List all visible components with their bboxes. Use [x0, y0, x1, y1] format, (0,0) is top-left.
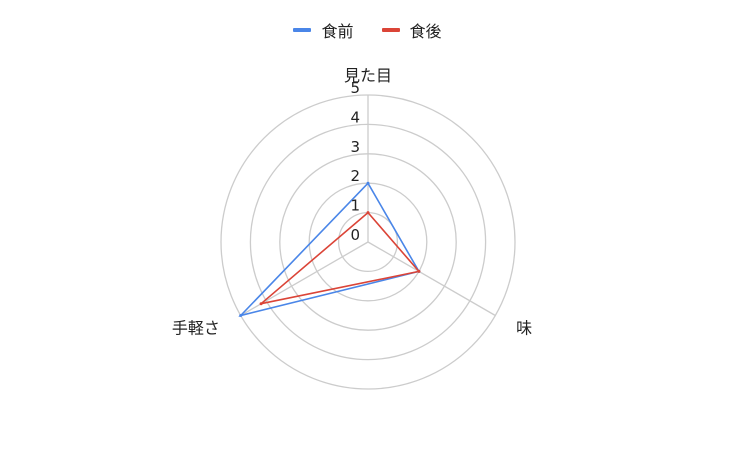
tick-label-2: 2: [350, 167, 360, 185]
series-polygon-1: [260, 211, 421, 305]
axis-label-1: 味: [516, 319, 532, 338]
legend: 食前 食後: [0, 18, 735, 42]
tick-label-3: 3: [350, 138, 360, 156]
series-0-point-2: [239, 314, 243, 317]
radar-series: [238, 181, 421, 317]
legend-item-series-0[interactable]: 食前: [293, 18, 354, 42]
axis-label-2: 手軽さ: [172, 319, 220, 338]
series-0-point-0: [366, 181, 370, 185]
legend-item-series-1[interactable]: 食後: [381, 18, 442, 42]
series-polygon-0: [238, 181, 421, 317]
legend-swatch-series-1: [381, 28, 400, 32]
tick-label-1: 1: [350, 197, 360, 215]
tick-label-4: 4: [350, 108, 360, 126]
axis-label-0: 見た目: [344, 66, 392, 85]
axis-spoke-1: [367, 241, 496, 317]
legend-label-series-1: 食後: [409, 22, 442, 41]
series-1-point-1: [417, 269, 421, 273]
series-1-point-0: [366, 211, 370, 215]
series-1-point-2: [259, 302, 263, 306]
legend-label-series-0: 食前: [321, 22, 354, 41]
tick-label-5: 5: [350, 79, 360, 97]
tick-label-0: 0: [350, 226, 360, 244]
radar-grid: [220, 94, 516, 390]
legend-swatch-series-0: [293, 28, 312, 32]
radial-tick-labels: 0 1 2 3 4 5: [350, 79, 360, 244]
